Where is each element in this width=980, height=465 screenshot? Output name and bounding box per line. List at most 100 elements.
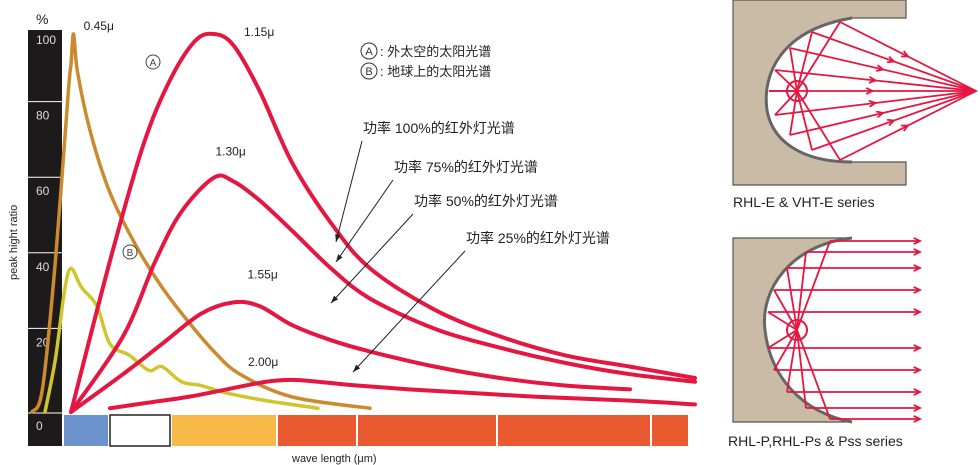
- curve-p75: [69, 173, 697, 414]
- curve-p100: [69, 31, 697, 414]
- ray-arrowhead: [913, 404, 923, 412]
- ray-arrowhead: [913, 308, 923, 316]
- light-rays: [769, 21, 979, 161]
- ray: [767, 311, 798, 331]
- band-segment: [64, 415, 108, 446]
- ray-arrowhead: [865, 87, 875, 95]
- ray-arrowhead: [868, 76, 878, 84]
- ray-arrowhead: [875, 110, 886, 119]
- callout-label: 功率 100%的红外灯光谱: [363, 120, 515, 136]
- ray: [796, 90, 841, 161]
- reflector-housing: [732, 237, 853, 423]
- ray-arrowhead: [868, 99, 878, 108]
- peak-labels: 0.45μ 1.15μ 1.30μ 1.55μ 2.00μ: [84, 19, 279, 369]
- ray-arrowhead: [886, 118, 896, 127]
- curve-markers: AB: [122, 54, 161, 260]
- callout-arrow: [330, 213, 414, 304]
- curve-marker-letter: A: [150, 58, 157, 69]
- y-tick-label: 0: [36, 419, 43, 433]
- ray: [789, 90, 798, 136]
- reflector-surface: [762, 236, 853, 424]
- legend: A : 外太空的太阳光谱 B : 地球上的太阳光谱: [360, 42, 491, 80]
- ray: [796, 329, 831, 420]
- lamp-icon: [786, 319, 808, 341]
- callout-arrow: [335, 140, 363, 243]
- peak-label: 0.45μ: [84, 19, 114, 33]
- band-segment: [278, 415, 356, 446]
- ray-arrowhead: [913, 344, 923, 352]
- legend-marker-letter: B: [365, 66, 372, 78]
- legend-marker-circle: [360, 62, 378, 80]
- ray-arrowhead: [900, 124, 910, 132]
- ray-arrowhead: [913, 237, 923, 245]
- diagram-caption-1: RHL-E & VHT-E series: [733, 194, 875, 210]
- ray-arrowhead: [913, 415, 923, 423]
- ray: [789, 47, 798, 92]
- light-rays: [767, 237, 923, 423]
- curve-p50: [69, 299, 632, 414]
- ray-arrowhead: [900, 50, 910, 58]
- ray-arrowhead: [913, 248, 923, 256]
- spectrum-curves: [30, 31, 697, 414]
- ray: [796, 329, 807, 409]
- peak-label: 2.00μ: [248, 355, 278, 369]
- y-tick-label: 80: [36, 109, 50, 123]
- callout-arrowhead: [353, 364, 361, 372]
- ray: [773, 329, 798, 371]
- y-axis-unit: %: [36, 11, 48, 27]
- ray-arrowhead: [875, 64, 886, 72]
- legend-text: : 地球上的太阳光谱: [380, 64, 491, 79]
- reflector-diagram-parallel: RHL-P,RHL-Ps & Pss series: [728, 236, 923, 449]
- callout-label: 功率 75%的红外灯光谱: [394, 159, 538, 175]
- curve-p25: [108, 377, 697, 411]
- ray: [774, 69, 798, 92]
- ray: [796, 21, 841, 92]
- wavelength-band: [64, 414, 688, 447]
- callout-arrow: [335, 179, 394, 263]
- curve-marker-circle: [145, 54, 161, 70]
- callout-label: 功率 25%的红外灯光谱: [466, 230, 610, 246]
- lamp-icon: [786, 80, 808, 102]
- legend-text: : 外太空的太阳光谱: [380, 44, 491, 59]
- legend-marker-circle: [360, 42, 378, 60]
- ray-arrowhead: [886, 55, 896, 64]
- callout-arrowhead: [335, 234, 341, 242]
- ray-arrowhead: [913, 286, 923, 294]
- callout-arrow: [352, 250, 466, 373]
- ray-arrowhead: [967, 86, 979, 96]
- peak-label: 1.55μ: [248, 267, 278, 281]
- curve-marker-letter: B: [127, 248, 134, 259]
- peak-label: 1.15μ: [244, 25, 274, 39]
- peak-label: 1.30μ: [216, 145, 246, 159]
- diagram-caption-2: RHL-P,RHL-Ps & Pss series: [728, 433, 903, 449]
- curve-a: [30, 32, 372, 414]
- y-tick-label: 100: [36, 33, 56, 47]
- callout-arrowhead: [331, 295, 339, 303]
- callout-arrowhead: [336, 254, 343, 262]
- ray-arrowhead: [913, 366, 923, 374]
- y-tick-label: 40: [36, 260, 50, 274]
- ray: [796, 240, 831, 331]
- band-segment: [652, 415, 688, 446]
- ray: [773, 289, 798, 331]
- reflector-diagram-focused: RHL-E & VHT-E series: [732, 0, 979, 210]
- ray: [767, 329, 798, 349]
- ray: [774, 90, 798, 116]
- y-axis-label: peak hight ratio: [8, 205, 20, 280]
- curve-marker-circle: [122, 244, 138, 260]
- ray-arrowhead: [913, 264, 923, 272]
- band-segment: [172, 415, 276, 446]
- ray: [796, 251, 807, 331]
- callout-label: 功率 50%的红外灯光谱: [414, 193, 558, 209]
- reflector-surface: [764, 16, 853, 164]
- band-segment: [358, 415, 496, 446]
- band-segment: [498, 415, 650, 446]
- x-axis-label: wave length (μm): [291, 453, 377, 465]
- band-segment: [109, 414, 171, 447]
- legend-marker-letter: A: [365, 46, 373, 58]
- y-tick-label: 60: [36, 184, 50, 198]
- ray-arrowhead: [913, 388, 923, 396]
